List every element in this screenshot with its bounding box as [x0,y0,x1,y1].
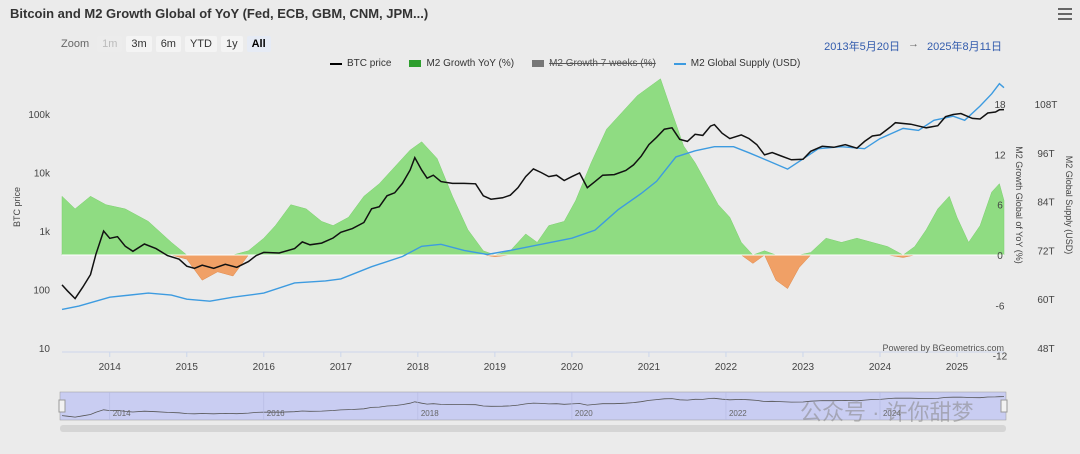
navigator-left-handle[interactable] [58,399,66,413]
legend-item-m2-global-supply[interactable]: M2 Global Supply (USD) [673,58,801,69]
range-arrow: → [907,38,919,50]
legend-line-icon [673,62,686,65]
legend-box-icon [409,60,422,67]
zoom-bar: Zoom 1m 3m 6m YTD 1y All [61,36,271,52]
x-tick-label-2025: 2025 [946,362,969,373]
zoom-all-button[interactable]: All [246,36,271,52]
navigator-label: 2018 [421,409,439,418]
x-tick-label-2015: 2015 [176,362,199,373]
range-to-input[interactable]: 2025年8月11日 [926,41,1002,53]
zoom-3m-button[interactable]: 3m [126,36,152,52]
date-range: 2013年5月20日 → 2025年8月11日 [824,38,1002,54]
legend-label: M2 Global Supply (USD) [690,58,801,69]
legend-label: M2 Growth 7 weeks (%) [549,58,656,69]
x-tick-label-2023: 2023 [792,362,815,373]
x-tick-label-2018: 2018 [407,362,430,373]
credit-text[interactable]: Powered by BGeometrics.com [882,343,1004,353]
chart-title: Bitcoin and M2 Growth Global of YoY (Fed… [10,6,429,21]
navigator-label: 2014 [113,409,131,418]
legend-line-icon [330,62,342,65]
y-right1-tick-label: 6 [997,201,1003,212]
y-right2-tick-label: 108T [1035,100,1058,111]
legend-box-icon [532,60,545,67]
x-tick-label-2021: 2021 [638,362,661,373]
legend-label: BTC price [347,58,392,69]
zoom-1m-button[interactable]: 1m [97,36,123,52]
x-tick-label-2016: 2016 [253,362,276,373]
x-tick-label-2019: 2019 [484,362,507,373]
btc-price-line[interactable] [61,108,1005,300]
navigator-label: 2022 [729,409,747,418]
y-right1-tick-label: 18 [994,100,1006,111]
x-tick-label-2020: 2020 [561,362,584,373]
x-tick-label-2014: 2014 [99,362,122,373]
navigator-label: 2016 [267,409,285,418]
plot-area [62,82,1004,352]
y-right1-tick-label: -12 [993,352,1008,363]
navigator-window[interactable] [59,391,1007,421]
legend-item-m2-growth-7-weeks[interactable]: M2 Growth 7 weeks (%) [532,58,656,69]
y-right1-tick-label: 0 [997,251,1003,262]
navigator-label: 2024 [883,409,901,418]
y-left-tick-label: 10k [34,169,51,180]
y-right2-tick-label: 48T [1037,344,1054,355]
navigator-scrollbar[interactable] [60,425,1006,432]
zoom-6m-button[interactable]: 6m [155,36,181,52]
y-left-axis-title: BTC price [12,187,22,227]
y-right1-tick-label: -6 [996,301,1005,312]
hamburger-menu-icon[interactable] [1058,8,1072,20]
legend-item-btc-price[interactable]: BTC price [330,58,391,69]
y-right2-tick-label: 60T [1037,295,1054,306]
y-right2-axis-title: M2 Global Supply (USD) [1064,156,1074,255]
y-left-tick-label: 1k [39,227,51,238]
navigator-series-line [61,396,1005,418]
watermark-text: 公众号 · 许你甜梦 [800,400,974,425]
m2-supply-line[interactable] [61,82,1005,311]
y-right2-tick-label: 72T [1037,246,1054,257]
zoom-1y-button[interactable]: 1y [220,36,243,52]
x-tick-label-2024: 2024 [869,362,892,373]
range-from-input[interactable]: 2013年5月20日 [824,41,900,53]
navigator-right-handle[interactable] [1000,399,1008,413]
y-right2-tick-label: 84T [1037,198,1054,209]
legend: BTC price M2 Growth YoY (%) M2 Growth 7 … [330,58,800,69]
y-right1-axis-title: M2 Growth Global of YoY (%) [1014,146,1024,263]
y-left-tick-label: 100k [28,110,51,121]
zoom-ytd-button[interactable]: YTD [184,36,217,52]
y-right2-tick-label: 96T [1037,149,1054,160]
y-right1-tick-label: 12 [994,150,1006,161]
navigator-label: 2020 [575,409,593,418]
zoom-label: Zoom [61,38,90,50]
x-tick-label-2017: 2017 [330,362,353,373]
y-left-tick-label: 100 [33,286,50,297]
y-left-tick-label: 10 [39,344,51,355]
legend-item-m2-growth-yoy[interactable]: M2 Growth YoY (%) [409,58,514,69]
legend-label: M2 Growth YoY (%) [426,58,515,69]
x-tick-label-2022: 2022 [715,362,738,373]
